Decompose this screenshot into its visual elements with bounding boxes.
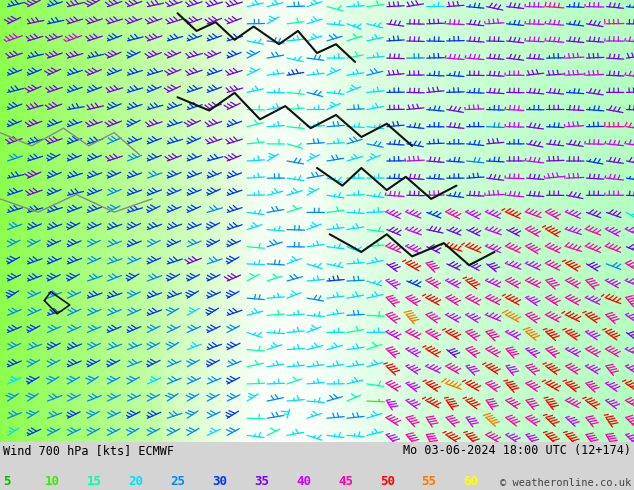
Text: 10: 10 [45,475,60,488]
Text: 55: 55 [422,475,437,488]
Text: 60: 60 [463,475,479,488]
Text: Mo 03-06-2024 18:00 UTC (12+174): Mo 03-06-2024 18:00 UTC (12+174) [403,444,631,457]
Text: 45: 45 [338,475,353,488]
Text: 35: 35 [254,475,269,488]
Text: 20: 20 [129,475,144,488]
Text: 25: 25 [171,475,186,488]
Text: Wind 700 hPa [kts] ECMWF: Wind 700 hPa [kts] ECMWF [3,444,174,457]
Text: © weatheronline.co.uk: © weatheronline.co.uk [500,478,631,488]
Text: 5: 5 [3,475,11,488]
Text: 40: 40 [296,475,311,488]
Text: 50: 50 [380,475,395,488]
Text: 15: 15 [87,475,102,488]
Text: 30: 30 [212,475,228,488]
